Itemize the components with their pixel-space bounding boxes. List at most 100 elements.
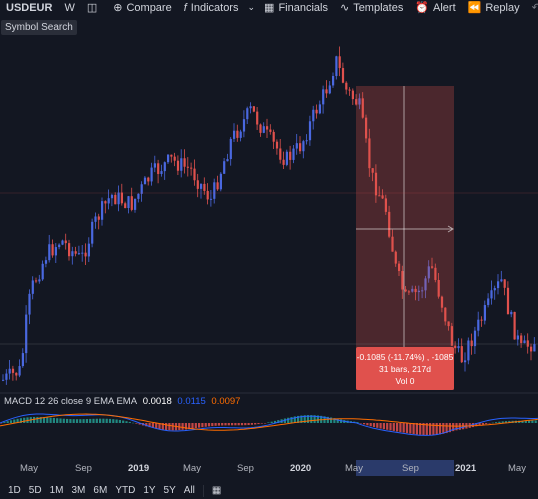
macd-histogram-bar: [316, 415, 319, 423]
candle-body: [516, 335, 519, 340]
range-1d[interactable]: 1D: [8, 485, 21, 496]
indicators-dropdown[interactable]: ⌄: [244, 0, 258, 15]
candle-body: [348, 89, 351, 91]
time-axis[interactable]: May Sep 2019 May Sep 2020 May Sep 2021 M…: [0, 460, 538, 476]
candlestick-icon: ◫: [86, 2, 98, 14]
calendar-range-icon[interactable]: ▦: [211, 485, 222, 496]
replay-button[interactable]: ⏪ Replay: [462, 0, 526, 15]
range-5d[interactable]: 5D: [28, 485, 42, 496]
macd-histogram-bar: [207, 423, 211, 427]
time-axis-label: May: [508, 463, 526, 474]
candle-body: [454, 345, 457, 349]
templates-button[interactable]: ∿ Templates: [334, 0, 409, 15]
macd-histogram-bar: [452, 423, 455, 432]
alarm-clock-icon: ⏰: [415, 2, 430, 14]
macd-histogram-bar: [85, 419, 88, 423]
candle-body: [427, 266, 430, 279]
macd-legend[interactable]: MACD 12 26 close 9 EMA EMA 0.0018 0.0115…: [4, 396, 243, 407]
compare-button[interactable]: ⊕ Compare: [107, 0, 177, 15]
macd-histogram-bar: [42, 417, 46, 423]
macd-histogram-bar: [72, 419, 75, 423]
macd-histogram-bar: [528, 420, 531, 423]
candle-body: [219, 173, 222, 190]
candle-body: [520, 335, 523, 344]
candle-body: [312, 109, 315, 122]
range-ytd[interactable]: YTD: [115, 485, 136, 496]
range-1m[interactable]: 1M: [49, 485, 64, 496]
candle-body: [35, 280, 38, 282]
candle-body: [322, 89, 325, 105]
candle-body: [5, 373, 8, 380]
candle-body: [259, 124, 262, 133]
candle-body: [378, 195, 381, 197]
interval-button[interactable]: W: [64, 1, 75, 14]
macd-histogram-bar: [247, 423, 250, 425]
candle-body: [533, 344, 536, 352]
candle-body: [130, 196, 133, 210]
indicators-button[interactable]: f Indicators: [178, 0, 245, 15]
range-1y[interactable]: 1Y: [143, 485, 156, 496]
candle-body: [295, 143, 298, 149]
alert-button[interactable]: ⏰ Alert: [409, 0, 461, 15]
macd-histogram-bar: [359, 423, 362, 424]
macd-histogram-bar: [0, 423, 3, 424]
candle-body: [431, 266, 434, 268]
candle-body: [2, 379, 5, 381]
candle-body: [94, 216, 97, 222]
candle-body: [424, 278, 427, 291]
macd-histogram-bar: [69, 419, 72, 423]
candle-body: [305, 140, 308, 142]
candle-body: [447, 321, 450, 327]
candle-body: [206, 190, 209, 200]
candle-body: [381, 195, 384, 199]
candle-body: [325, 89, 328, 94]
macd-histogram-bar: [257, 423, 260, 425]
candle-body: [74, 251, 77, 254]
macd-histogram-bar: [442, 423, 445, 434]
candle-body: [97, 216, 100, 220]
candle-body: [150, 167, 153, 182]
indicators-label: Indicators: [190, 1, 239, 14]
candle-body: [200, 183, 203, 189]
candle-body: [58, 244, 61, 248]
candle-body: [77, 253, 81, 255]
candle-body: [444, 307, 447, 322]
candle-body: [196, 180, 199, 189]
candle-body: [493, 288, 496, 291]
range-3m[interactable]: 3M: [71, 485, 86, 496]
candle-body: [25, 314, 28, 354]
candle-body: [190, 167, 193, 169]
macd-histogram-bar: [264, 423, 267, 424]
macd-histogram-bar: [333, 418, 336, 423]
macd-histogram-bar: [448, 423, 451, 433]
chart-style-button[interactable]: ◫: [81, 0, 107, 15]
price-chart[interactable]: [0, 15, 538, 460]
range-5y[interactable]: 5Y: [163, 485, 176, 496]
candle-body: [299, 143, 302, 152]
candle-body: [483, 305, 486, 321]
macd-histogram-bar: [171, 423, 174, 431]
macd-histogram-bar: [23, 417, 26, 423]
financials-button[interactable]: ▦ Financials: [258, 0, 334, 15]
time-axis-label: 2019: [128, 463, 150, 474]
macd-title: MACD 12 26 close 9 EMA EMA: [4, 396, 138, 407]
candle-body: [417, 290, 420, 293]
macd-histogram-bar: [204, 423, 207, 427]
range-6m[interactable]: 6M: [93, 485, 108, 496]
candle-body: [374, 172, 378, 196]
macd-histogram-bar: [108, 418, 112, 423]
range-all[interactable]: All: [183, 485, 195, 496]
undo-button[interactable]: ↶: [526, 0, 538, 15]
symbol-button[interactable]: USDEUR: [6, 1, 53, 14]
time-axis-label: Sep: [237, 463, 254, 474]
macd-value-histogram: 0.0018: [142, 396, 172, 407]
macd-value-signal: 0.0097: [211, 396, 241, 407]
macd-histogram-bar: [366, 423, 369, 426]
candle-body: [223, 161, 226, 174]
candle-body: [500, 279, 503, 282]
macd-histogram-bar: [115, 419, 118, 423]
candle-body: [490, 290, 493, 299]
time-axis-label: May: [345, 463, 363, 474]
plus-circle-icon: ⊕: [113, 2, 123, 14]
macd-histogram-bar: [231, 423, 234, 426]
